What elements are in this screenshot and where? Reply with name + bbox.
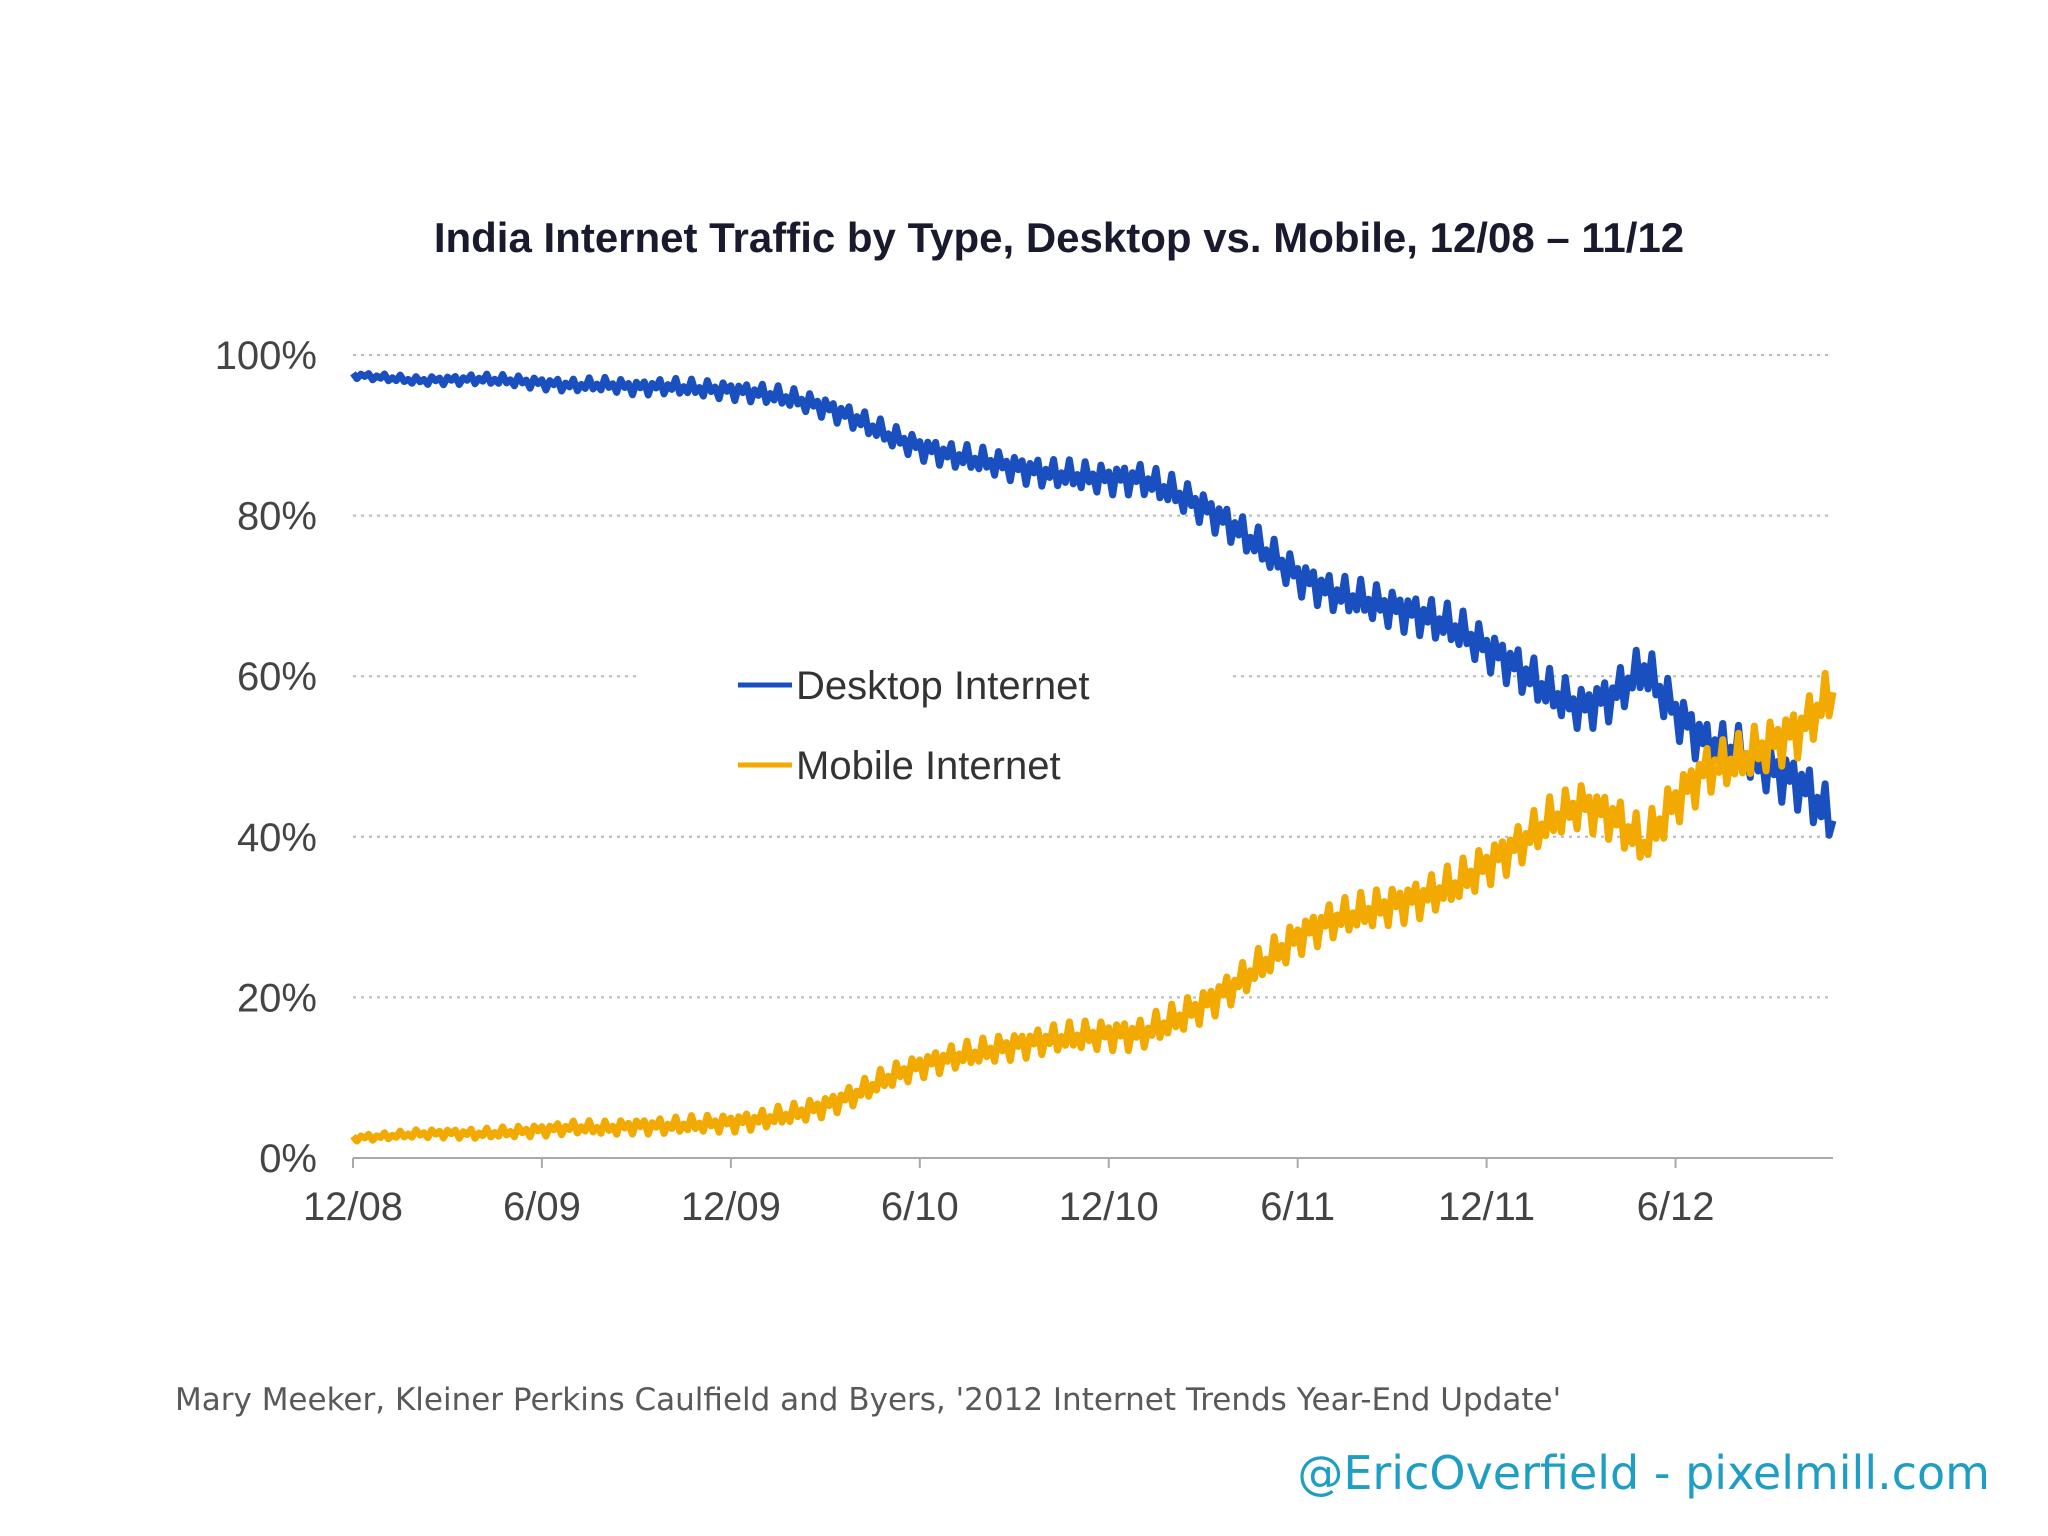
legend-label: Desktop Internet: [796, 664, 1090, 708]
x-axis-ticks: 12/08 6/09 12/09 6/10 12/10 6/11 12/11 6/12: [303, 1157, 1833, 1229]
x-tick-label: 12/11: [1438, 1185, 1535, 1229]
x-tick-label: 12/08: [303, 1185, 403, 1229]
y-tick-label: 20%: [237, 976, 317, 1020]
series-line-desktop-internet: [350, 370, 1837, 839]
legend: Desktop Internet Mobile Internet: [640, 620, 1230, 820]
credit-handle: @EricOverfield - pixelmill.com: [1297, 1446, 1990, 1500]
y-tick-label: 80%: [237, 495, 317, 539]
chart-title: India Internet Traffic by Type, Desktop …: [434, 214, 1684, 261]
y-axis-ticks: 0% 20% 40% 60% 80% 100%: [215, 334, 317, 1181]
x-tick-label: 12/10: [1059, 1185, 1159, 1229]
x-tick-label: 6/10: [881, 1185, 959, 1229]
x-tick-label: 12/09: [681, 1185, 781, 1229]
x-tick-label: 6/09: [503, 1185, 581, 1229]
series-layer: [350, 370, 1837, 1145]
series-line-mobile-internet: [350, 669, 1837, 1145]
source-citation: Mary Meeker, Kleiner Perkins Caulfield a…: [175, 1382, 1562, 1418]
y-tick-label: 60%: [237, 655, 317, 699]
legend-label: Mobile Internet: [796, 744, 1061, 788]
legend-background: [640, 620, 1230, 820]
x-tick-label: 6/11: [1260, 1185, 1335, 1229]
y-tick-label: 0%: [259, 1137, 317, 1181]
y-tick-label: 100%: [215, 334, 317, 378]
x-tick-label: 6/12: [1637, 1185, 1715, 1229]
y-tick-label: 40%: [237, 816, 317, 860]
gridlines: [353, 354, 1833, 999]
